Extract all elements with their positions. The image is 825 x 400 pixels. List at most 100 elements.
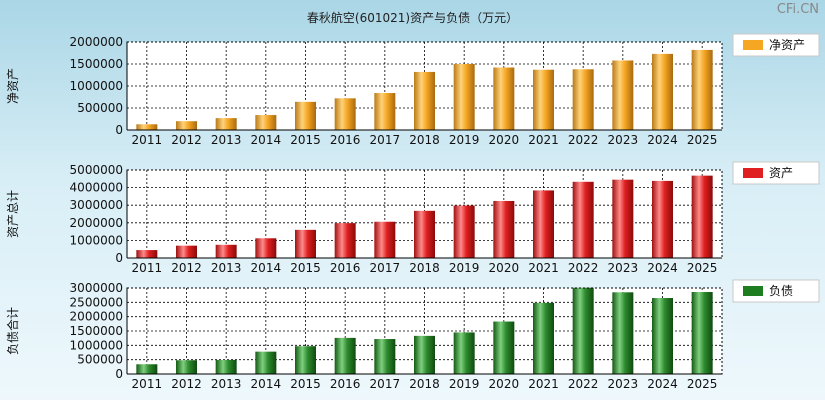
watermark: CFi.CN: [776, 2, 819, 17]
x-tick-label: 2012: [171, 261, 202, 275]
bar: [334, 337, 356, 374]
legend-box: [732, 33, 820, 57]
x-tick-label: 2025: [687, 261, 718, 275]
x-tick-label: 2020: [489, 377, 520, 391]
y-tick-label: 1500000: [70, 57, 123, 71]
y-tick-label: 0: [115, 251, 123, 265]
legend-swatch: [743, 286, 763, 296]
legend-box: [732, 161, 820, 185]
legend-label: 资产: [769, 166, 793, 180]
x-tick-label: 2018: [409, 377, 440, 391]
x-tick-label: 2016: [330, 377, 361, 391]
bar: [572, 69, 594, 130]
x-tick-label: 2021: [528, 133, 559, 147]
x-tick-label: 2015: [290, 261, 321, 275]
y-tick-label: 2000000: [70, 310, 123, 324]
x-tick-label: 2021: [528, 377, 559, 391]
legend-swatch: [743, 40, 763, 50]
bar: [612, 60, 634, 131]
x-tick-label: 2011: [132, 133, 163, 147]
y-tick-label: 4000000: [70, 181, 123, 195]
bar: [533, 190, 554, 258]
y-tick-label: 1000000: [70, 79, 123, 93]
bar: [374, 339, 396, 374]
x-tick-label: 2022: [568, 377, 599, 391]
x-tick-label: 2012: [171, 377, 202, 391]
bar: [215, 118, 237, 130]
bar: [652, 180, 673, 258]
bar: [572, 287, 594, 374]
y-tick-label: 3000000: [70, 281, 123, 295]
x-tick-label: 2017: [370, 377, 401, 391]
bar: [176, 245, 197, 258]
y-tick-label: 500000: [77, 353, 123, 367]
legend-label: 负债: [769, 284, 793, 298]
plot-frame: [126, 287, 723, 375]
bar: [691, 292, 713, 374]
y-axis-label: 负债合计: [5, 307, 20, 355]
bar: [453, 64, 475, 130]
x-tick-label: 2012: [171, 133, 202, 147]
x-tick-label: 2019: [449, 377, 480, 391]
x-tick-label: 2019: [449, 261, 480, 275]
bar: [374, 221, 396, 258]
x-tick-label: 2024: [647, 261, 678, 275]
bar: [612, 179, 634, 258]
y-tick-label: 0: [115, 367, 123, 381]
y-tick-label: 5000000: [70, 163, 123, 177]
bar: [453, 205, 475, 258]
x-tick-label: 2018: [409, 133, 440, 147]
legend-label: 净资产: [769, 38, 805, 52]
bar: [295, 346, 316, 374]
x-tick-label: 2014: [251, 261, 282, 275]
x-tick-label: 2014: [251, 133, 282, 147]
bar: [136, 364, 158, 374]
bar: [572, 181, 594, 258]
x-tick-label: 2023: [608, 377, 639, 391]
bar: [255, 238, 277, 258]
y-tick-label: 500000: [77, 101, 123, 115]
bar: [414, 71, 435, 130]
bar: [533, 69, 554, 130]
bar: [334, 223, 356, 258]
bar: [295, 101, 316, 130]
legend-box: [732, 279, 820, 303]
y-axis-label: 资产总计: [6, 190, 20, 238]
x-tick-label: 2025: [687, 377, 718, 391]
y-tick-label: 2000000: [70, 216, 123, 230]
x-tick-label: 2017: [370, 261, 401, 275]
bar: [612, 292, 634, 374]
bar: [493, 67, 515, 130]
bar: [493, 200, 515, 258]
bar: [691, 175, 713, 258]
bar: [215, 244, 237, 258]
x-tick-label: 2020: [489, 261, 520, 275]
bar: [652, 53, 673, 130]
bar: [255, 351, 277, 374]
bar: [374, 93, 396, 130]
y-tick-label: 1500000: [70, 324, 123, 338]
legend-swatch: [743, 168, 763, 178]
x-tick-label: 2013: [211, 377, 242, 391]
y-tick-label: 1000000: [70, 233, 123, 247]
x-tick-label: 2016: [330, 261, 361, 275]
bar: [295, 229, 316, 258]
x-tick-label: 2017: [370, 133, 401, 147]
x-tick-label: 2011: [132, 377, 163, 391]
x-tick-label: 2015: [290, 377, 321, 391]
x-tick-label: 2022: [568, 261, 599, 275]
x-tick-label: 2011: [132, 261, 163, 275]
bar: [176, 360, 197, 374]
x-tick-label: 2024: [647, 133, 678, 147]
bar: [414, 335, 435, 374]
x-tick-label: 2025: [687, 133, 718, 147]
y-axis-label: 净资产: [6, 68, 20, 104]
x-tick-label: 2022: [568, 133, 599, 147]
x-tick-label: 2016: [330, 133, 361, 147]
x-tick-label: 2021: [528, 261, 559, 275]
bar: [255, 115, 277, 130]
x-tick-label: 2020: [489, 133, 520, 147]
bar: [493, 321, 515, 374]
x-tick-label: 2023: [608, 261, 639, 275]
bar: [136, 250, 158, 258]
